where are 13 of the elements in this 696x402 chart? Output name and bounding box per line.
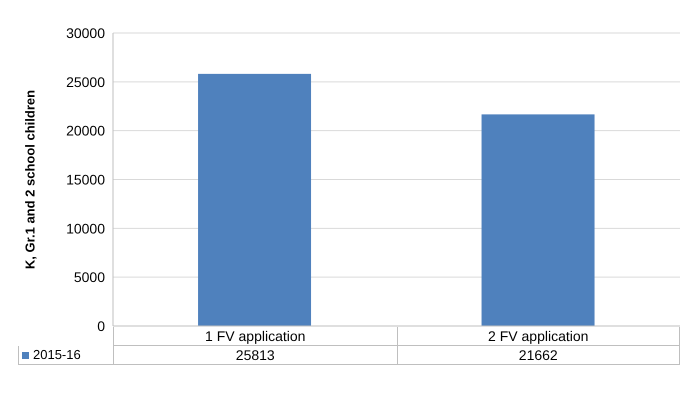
y-tick-label: 15000: [66, 171, 106, 188]
x-tick-label: 2 FV application: [396, 327, 680, 346]
y-axis-title: K, Gr.1 and 2 school children: [22, 90, 38, 270]
x-tick-label: 1 FV application: [113, 327, 396, 346]
legend-label: 2015-16: [33, 347, 81, 362]
y-tick-label: 5000: [74, 269, 106, 286]
y-tick-label: 0: [97, 318, 106, 334]
y-tick-label: 10000: [66, 220, 106, 236]
y-tick-label: 20000: [66, 122, 106, 139]
y-tick-label: 30000: [66, 24, 106, 41]
data-label: 21662: [396, 346, 680, 365]
data-label: 25813: [113, 346, 396, 365]
y-tick-label: 25000: [66, 74, 106, 90]
